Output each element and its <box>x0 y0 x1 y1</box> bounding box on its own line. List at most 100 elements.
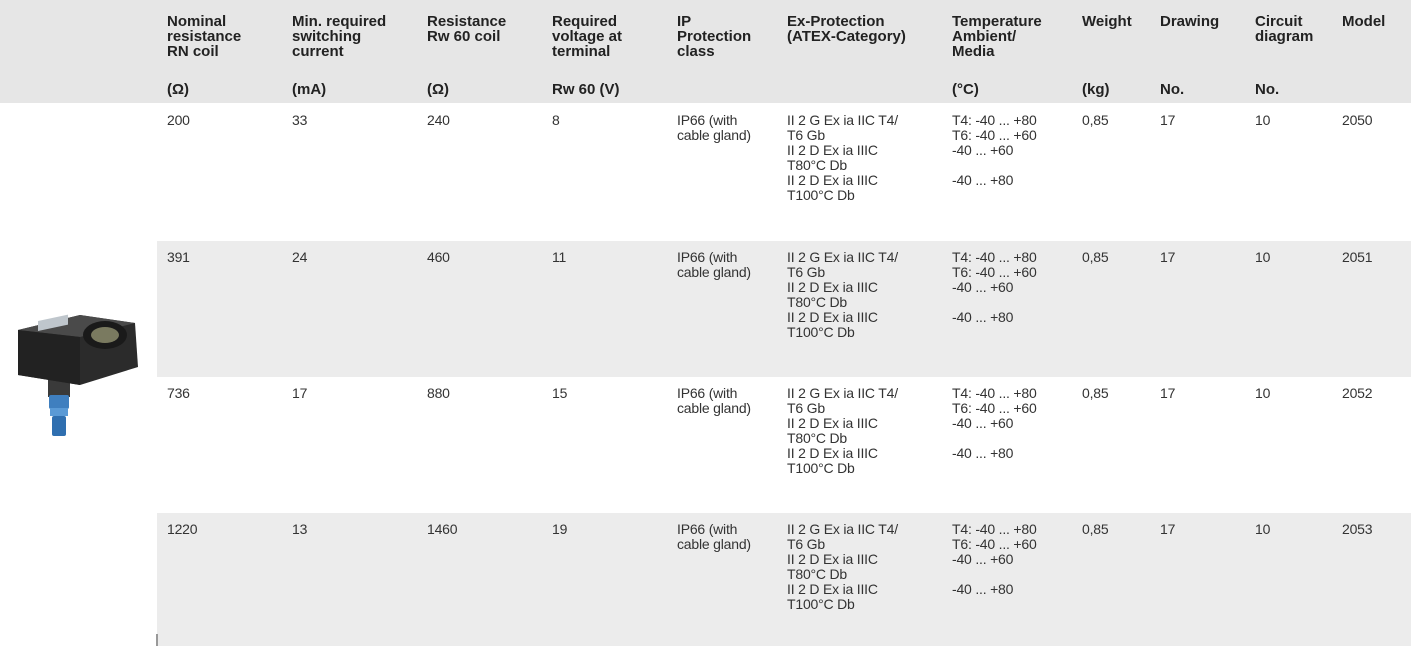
header-unit: Rw 60 (V) <box>552 81 620 98</box>
cell-line: cable gland) <box>677 536 751 552</box>
header-line: current <box>292 43 344 60</box>
cell-group: II 2 D Ex ia IIIC T100°C Db <box>787 582 898 612</box>
cell-group: -40 ... +80 <box>952 310 1037 340</box>
table-cell: 1220 <box>167 521 198 537</box>
table-cell: II 2 G Ex ia IIC T4/T6 Gb II 2 D Ex ia II… <box>787 113 898 203</box>
cell-group: II 2 G Ex ia IIC T4/T6 Gb <box>787 386 898 416</box>
header-unit: (kg) <box>1082 81 1110 98</box>
header-label: IP Protection class <box>677 14 751 59</box>
cell-line: II 2 D Ex ia IIIC <box>787 551 878 567</box>
cell-group: II 2 D Ex ia IIIC T80°C Db <box>787 280 898 310</box>
table-cell: 24 <box>292 249 308 265</box>
header-line: Protection <box>677 28 752 45</box>
cell-group: -40 ... +80 <box>952 582 1037 612</box>
table-cell: T4: -40 ... +80 T6: -40 ... +60 -40 ... +6… <box>952 250 1037 340</box>
cell-line: T100°C Db <box>787 187 855 203</box>
table-cell: 240 <box>427 112 450 128</box>
cell-group: -40 ... +80 <box>952 446 1037 476</box>
cell-line: II 2 D Ex ia IIIC <box>787 309 878 325</box>
header-line: Temperature <box>952 13 1042 30</box>
cell-line: cable gland) <box>677 127 751 143</box>
cell-line: II 2 G Ex ia IIC T4/ <box>787 521 898 537</box>
header-line: IP <box>677 13 692 30</box>
table-cell: 10 <box>1255 249 1271 265</box>
cell-line: -40 ... +60 <box>952 142 1014 158</box>
cell-group: -40 ... +60 <box>952 552 1037 582</box>
cell-line: T80°C Db <box>787 157 848 173</box>
table-cell: 2050 <box>1342 112 1373 128</box>
table-cell: 11 <box>552 249 567 265</box>
table-cell: IP66 (with cable gland) <box>677 250 751 280</box>
cell-group: T4: -40 ... +80 T6: -40 ... +60 <box>952 522 1037 552</box>
cell-line: T6 Gb <box>787 536 825 552</box>
table-cell: T4: -40 ... +80 T6: -40 ... +60 -40 ... +6… <box>952 522 1037 612</box>
header-line: diagram <box>1255 28 1314 45</box>
cell-line: -40 ... +80 <box>952 445 1014 461</box>
cell-group: II 2 D Ex ia IIIC T80°C Db <box>787 143 898 173</box>
cell-group: -40 ... +60 <box>952 143 1037 173</box>
header-line: Resistance <box>427 13 507 30</box>
header-line: Drawing <box>1160 13 1220 30</box>
cell-line: T6: -40 ... +60 <box>952 264 1037 280</box>
header-line: (ATEX-Category) <box>787 28 906 45</box>
header-label: Min. required switching current <box>292 14 386 59</box>
header-label: Model <box>1342 14 1385 29</box>
table-cell: 0,85 <box>1082 249 1109 265</box>
cell-line: -40 ... +60 <box>952 551 1014 567</box>
table-cell: 15 <box>552 385 568 401</box>
cell-line: II 2 G Ex ia IIC T4/ <box>787 249 898 265</box>
cell-line: II 2 D Ex ia IIIC <box>787 279 878 295</box>
cell-line: T80°C Db <box>787 294 848 310</box>
cell-line: T6 Gb <box>787 127 825 143</box>
product-image <box>18 314 138 436</box>
cell-group: T4: -40 ... +80 T6: -40 ... +60 <box>952 386 1037 416</box>
header-line: Min. required <box>292 13 387 30</box>
cell-group: II 2 G Ex ia IIC T4/T6 Gb <box>787 250 898 280</box>
table-cell: T4: -40 ... +80 T6: -40 ... +60 -40 ... +6… <box>952 113 1037 203</box>
table-cell: 10 <box>1255 521 1271 537</box>
table-cell: T4: -40 ... +80 T6: -40 ... +60 -40 ... +6… <box>952 386 1037 476</box>
divider <box>156 634 158 646</box>
header-line: Model <box>1342 13 1386 30</box>
cell-group: T4: -40 ... +80 T6: -40 ... +60 <box>952 250 1037 280</box>
table-cell: 8 <box>552 112 560 128</box>
header-line: Ambient/ <box>952 28 1017 45</box>
cell-line: IP66 (with <box>677 249 738 265</box>
table-cell: 200 <box>167 112 190 128</box>
cell-group: II 2 D Ex ia IIIC T100°C Db <box>787 310 898 340</box>
header-label: Ex-Protection (ATEX-Category) <box>787 14 906 44</box>
cell-line: T6: -40 ... +60 <box>952 400 1037 416</box>
table-cell: IP66 (with cable gland) <box>677 522 751 552</box>
header-line: Nominal <box>167 13 227 30</box>
row-stripe <box>157 241 1411 377</box>
cell-line: II 2 G Ex ia IIC T4/ <box>787 385 898 401</box>
header-label: Circuit diagram <box>1255 14 1313 44</box>
header-line: switching <box>292 28 362 45</box>
table-cell: 17 <box>1160 249 1176 265</box>
cell-group: II 2 D Ex ia IIIC T100°C Db <box>787 173 898 203</box>
header-label: Weight <box>1082 14 1132 29</box>
header-label: Resistance Rw 60 coil <box>427 14 506 44</box>
cell-group: II 2 G Ex ia IIC T4/T6 Gb <box>787 113 898 143</box>
cell-line: -40 ... +60 <box>952 279 1014 295</box>
header-line: class <box>677 43 715 60</box>
table-cell: 17 <box>1160 112 1176 128</box>
table-cell: 33 <box>292 112 308 128</box>
cell-line: T80°C Db <box>787 430 848 446</box>
cell-line: II 2 D Ex ia IIIC <box>787 581 878 597</box>
cell-line: II 2 D Ex ia IIIC <box>787 172 878 188</box>
cell-group: -40 ... +60 <box>952 280 1037 310</box>
cell-line: T4: -40 ... +80 <box>952 112 1037 128</box>
header-line: Ex-Protection <box>787 13 885 30</box>
cell-line: -40 ... +80 <box>952 581 1014 597</box>
cell-line: T6: -40 ... +60 <box>952 536 1037 552</box>
header-line: Rw 60 coil <box>427 28 501 45</box>
header-line: Circuit <box>1255 13 1303 30</box>
table-cell: II 2 G Ex ia IIC T4/T6 Gb II 2 D Ex ia II… <box>787 522 898 612</box>
table-cell: 460 <box>427 249 450 265</box>
cell-line: cable gland) <box>677 264 751 280</box>
cell-line: T6 Gb <box>787 400 825 416</box>
cell-line: T4: -40 ... +80 <box>952 385 1037 401</box>
cell-line: T6 Gb <box>787 264 825 280</box>
